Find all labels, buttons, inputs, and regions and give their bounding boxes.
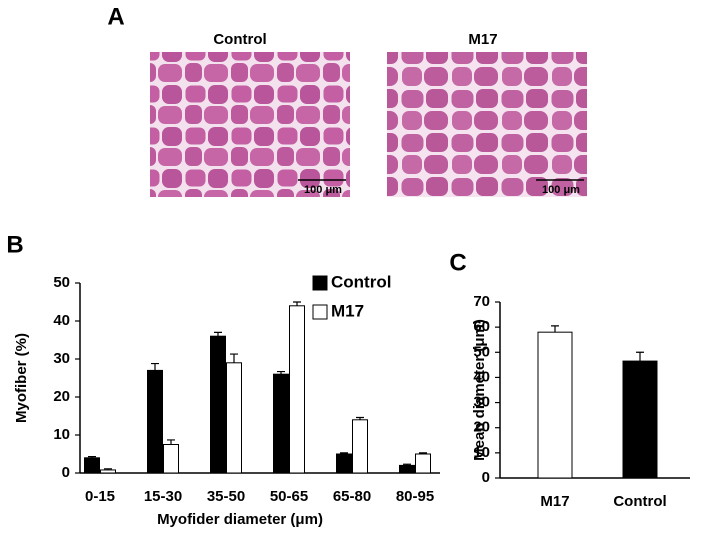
panel-label: A <box>107 3 124 30</box>
scale-label: 100 μm <box>542 184 580 196</box>
x-tick-label: 80-95 <box>396 488 434 505</box>
scale-label: 100 μm <box>304 184 342 196</box>
x-tick-label: M17 <box>540 493 569 510</box>
error-bar <box>167 439 175 445</box>
y-axis-label: Mean diameter (μm) <box>471 319 488 461</box>
panel-label: C <box>449 249 466 276</box>
y-tick-label: 10 <box>473 444 490 461</box>
error-bar <box>214 331 222 337</box>
error-bar <box>151 362 159 371</box>
y-tick-label: 0 <box>482 469 490 486</box>
x-tick-label: 35-50 <box>207 488 245 505</box>
bar <box>537 331 573 479</box>
image-title: Control <box>213 31 266 48</box>
error-bar <box>230 353 238 363</box>
bar <box>336 453 352 474</box>
bar <box>415 453 431 474</box>
error-bar <box>403 463 411 466</box>
legend-swatch <box>312 304 328 320</box>
y-tick-label: 60 <box>473 318 490 335</box>
bar <box>226 362 242 474</box>
bar <box>210 335 226 474</box>
error-bar <box>340 452 348 454</box>
micrograph <box>150 52 350 197</box>
bar <box>352 419 368 474</box>
x-tick-label: 50-65 <box>270 488 308 505</box>
y-axis-label: Myofiber (%) <box>13 333 30 423</box>
y-tick-label: 40 <box>473 368 490 385</box>
bar <box>100 469 116 474</box>
error-bar <box>277 370 285 375</box>
y-tick-label: 50 <box>473 343 490 360</box>
bar <box>273 373 289 474</box>
x-tick-label: 0-15 <box>85 488 115 505</box>
error-bar <box>293 301 301 306</box>
error-bar <box>356 416 364 420</box>
error-bar <box>104 468 112 470</box>
bar <box>289 305 305 474</box>
y-tick-label: 20 <box>53 388 70 405</box>
x-axis-label: Myofider diameter (μm) <box>157 511 323 528</box>
bar <box>163 444 179 474</box>
y-tick-label: 30 <box>53 350 70 367</box>
y-tick-label: 50 <box>53 274 70 291</box>
error-bar <box>88 456 96 458</box>
error-bar <box>636 351 644 362</box>
x-tick-label: Control <box>613 493 666 510</box>
y-tick-label: 20 <box>473 419 490 436</box>
micrograph <box>387 52 587 197</box>
legend-label: Control <box>331 272 391 291</box>
legend-swatch <box>312 275 328 291</box>
panel-label: B <box>6 231 23 258</box>
legend-label: M17 <box>331 301 364 320</box>
y-tick-label: 70 <box>473 293 490 310</box>
y-tick-label: 0 <box>62 464 70 481</box>
bar <box>622 360 658 479</box>
y-tick-label: 30 <box>473 394 490 411</box>
error-bar <box>551 325 559 333</box>
bar <box>399 464 415 474</box>
bar <box>147 369 163 474</box>
y-tick-label: 10 <box>53 426 70 443</box>
y-tick-label: 40 <box>53 312 70 329</box>
error-bar <box>419 452 427 454</box>
image-title: M17 <box>468 31 497 48</box>
x-tick-label: 65-80 <box>333 488 371 505</box>
x-tick-label: 15-30 <box>144 488 182 505</box>
bar <box>84 457 100 474</box>
